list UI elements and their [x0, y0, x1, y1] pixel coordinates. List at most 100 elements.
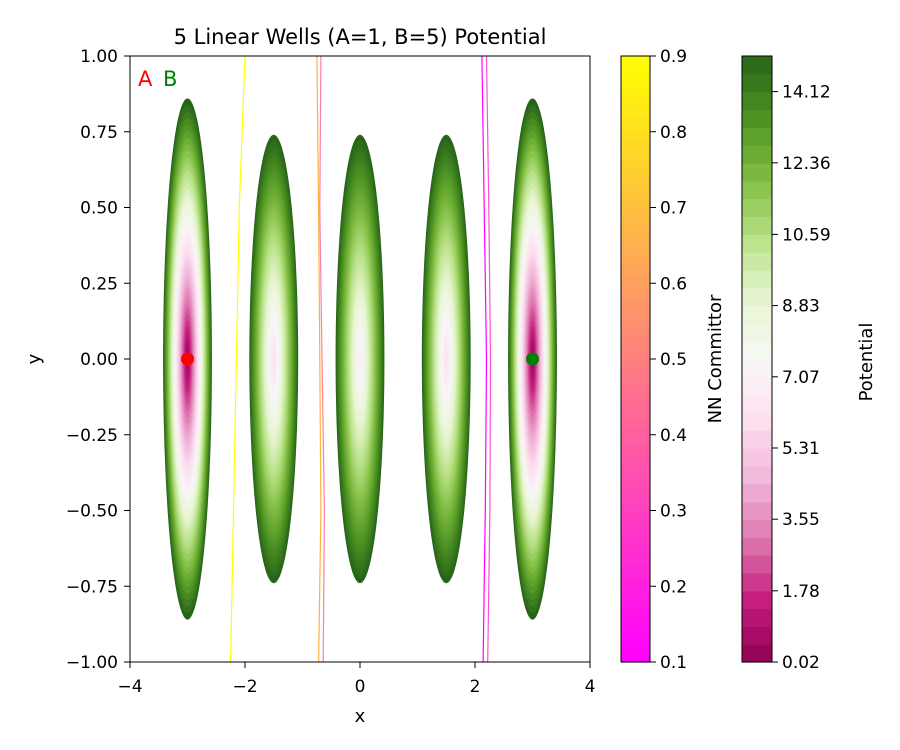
colorbar-band — [621, 381, 650, 390]
committor-level-line — [316, 56, 322, 662]
potential-contour-band — [273, 353, 275, 365]
colorbar-band — [621, 586, 650, 595]
colorbar-band — [742, 448, 772, 467]
colorbar-band — [742, 626, 772, 645]
colorbar-band — [621, 245, 650, 254]
colorbar-band — [621, 328, 650, 337]
colorbar-band — [742, 644, 772, 663]
colorbar-band — [621, 631, 650, 640]
colorbar-band — [742, 555, 772, 574]
potential-contour-field — [163, 98, 557, 620]
colorbar-band — [621, 442, 650, 451]
potential-well — [249, 134, 299, 584]
potential-well — [335, 134, 385, 584]
colorbar-band — [621, 374, 650, 383]
colorbar-band — [621, 93, 650, 103]
colorbar-band — [742, 109, 772, 128]
colorbar-band — [621, 192, 650, 201]
y-tick-label: −1.00 — [66, 653, 118, 673]
colorbar-band — [742, 483, 772, 503]
colorbar-band — [742, 341, 772, 360]
colorbar-band — [621, 207, 650, 216]
colorbar-band — [621, 275, 650, 284]
colorbar-band — [621, 525, 650, 534]
colorbar-band — [621, 131, 650, 140]
colorbar-band — [621, 154, 650, 163]
colorbar-band — [742, 127, 772, 146]
colorbar-band — [742, 162, 772, 182]
colorbar-band — [621, 533, 650, 542]
colorbar-tick-label: 10.59 — [782, 225, 831, 245]
colorbar-band — [621, 571, 650, 580]
colorbar-tick-label: 14.12 — [782, 83, 831, 103]
committor-level-line — [319, 56, 326, 662]
colorbar-tick-label: 0.8 — [660, 123, 687, 143]
potential-contour-band — [359, 353, 361, 365]
colorbar-band — [621, 427, 650, 436]
committor-level-line — [481, 56, 488, 662]
colorbar-band — [621, 518, 650, 527]
colorbar-tick-label: 0.3 — [660, 502, 687, 522]
colorbar-band — [621, 366, 650, 375]
colorbar-band — [621, 252, 650, 262]
colorbar-band — [621, 260, 650, 269]
colorbar-tick-label: 1.78 — [782, 582, 820, 602]
colorbar-band — [621, 63, 650, 72]
colorbar-tick-label: 12.36 — [782, 154, 831, 174]
colorbar-tick-label: 5.31 — [782, 439, 820, 459]
y-axis-ticks: −1.00 −0.75 −0.50 −0.25 0.00 0.25 0.50 0.75 1.00 — [66, 47, 130, 673]
colorbar-band — [742, 501, 772, 521]
x-tick-label: −4 — [117, 677, 142, 697]
colorbar-band — [621, 359, 650, 368]
x-tick-label: −2 — [232, 677, 257, 697]
label-A: A — [138, 67, 153, 91]
colorbar-band — [621, 616, 650, 625]
y-tick-label: −0.75 — [66, 577, 118, 597]
colorbar-band — [621, 109, 650, 118]
colorbar-frame — [741, 55, 773, 663]
colorbar-band — [621, 624, 650, 633]
colorbar-band — [742, 234, 772, 253]
colorbar-tick-label: 3.55 — [782, 510, 820, 530]
colorbar-band — [621, 290, 650, 299]
colorbar-band — [742, 269, 772, 289]
potential-well — [421, 134, 471, 584]
y-tick-label: −0.25 — [66, 426, 118, 446]
colorbar-tick-label: 0.6 — [660, 274, 687, 294]
potential-contour-band — [445, 353, 447, 365]
colorbar-band — [621, 222, 650, 231]
colorbar-band — [621, 101, 650, 110]
colorbar-band — [621, 139, 650, 148]
colorbar-band — [621, 487, 650, 496]
colorbar-band — [742, 412, 772, 431]
colorbar-band — [742, 323, 772, 342]
colorbar-band — [742, 145, 772, 164]
colorbar-band — [742, 198, 772, 218]
colorbar-band — [621, 351, 650, 360]
colorbar-band — [742, 430, 772, 449]
colorbar-band — [621, 86, 650, 95]
y-tick-label: 0.00 — [80, 350, 118, 370]
potential-colorbar-label: Potential — [856, 323, 877, 402]
colorbar-tick-label: 0.02 — [782, 653, 820, 673]
colorbar-band — [621, 510, 650, 519]
y-tick-label: 0.25 — [80, 274, 118, 294]
colorbar-band — [742, 590, 772, 610]
state-A-marker — [181, 352, 194, 366]
committor-colorbar: 0.1 0.2 0.3 0.4 0.5 0.6 0.7 0.8 0.9 NN Committor — [620, 47, 726, 673]
colorbar-band — [621, 343, 650, 353]
colorbar-band — [742, 73, 772, 93]
colorbar-band — [621, 71, 650, 80]
committor-contour-lines — [230, 56, 492, 662]
colorbar-band — [621, 177, 650, 186]
colorbar-band — [621, 313, 650, 322]
colorbar-band — [621, 230, 650, 239]
committor-level-line — [230, 56, 246, 662]
colorbar-band — [621, 654, 650, 663]
colorbar-band — [621, 146, 650, 156]
potential-colorbar: 0.02 1.78 3.55 5.31 7.07 8.83 10.59 12.36 14.12 P… — [741, 55, 877, 673]
x-tick-label: 0 — [355, 677, 366, 697]
colorbar-band — [621, 283, 650, 292]
colorbar-band — [742, 608, 772, 627]
